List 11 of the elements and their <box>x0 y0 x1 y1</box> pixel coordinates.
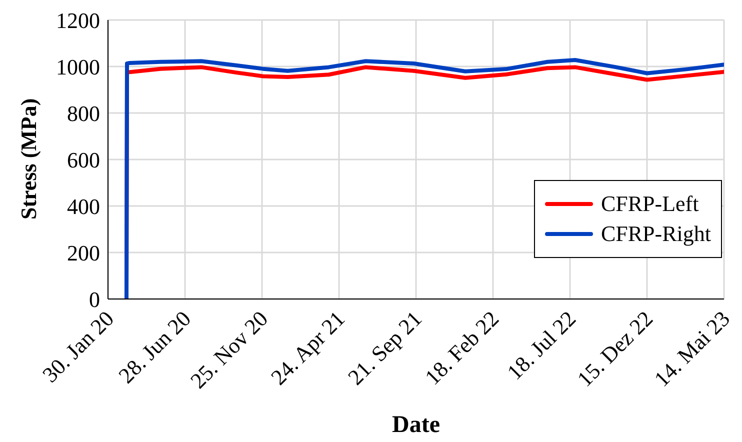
y-tick-label: 1000 <box>56 54 100 80</box>
legend-label: CFRP-Left <box>600 191 699 217</box>
y-tick-label: 1200 <box>56 8 100 33</box>
x-axis-title: Date <box>392 412 440 438</box>
legend-label: CFRP-Right <box>600 221 711 247</box>
y-tick-label: 600 <box>67 147 100 172</box>
y-tick-label: 800 <box>67 100 100 126</box>
y-axis-title: Stress (MPa) <box>16 98 41 220</box>
y-tick-label: 200 <box>67 240 100 266</box>
y-tick-label: 0 <box>89 286 100 312</box>
y-tick-label: 400 <box>67 194 100 219</box>
